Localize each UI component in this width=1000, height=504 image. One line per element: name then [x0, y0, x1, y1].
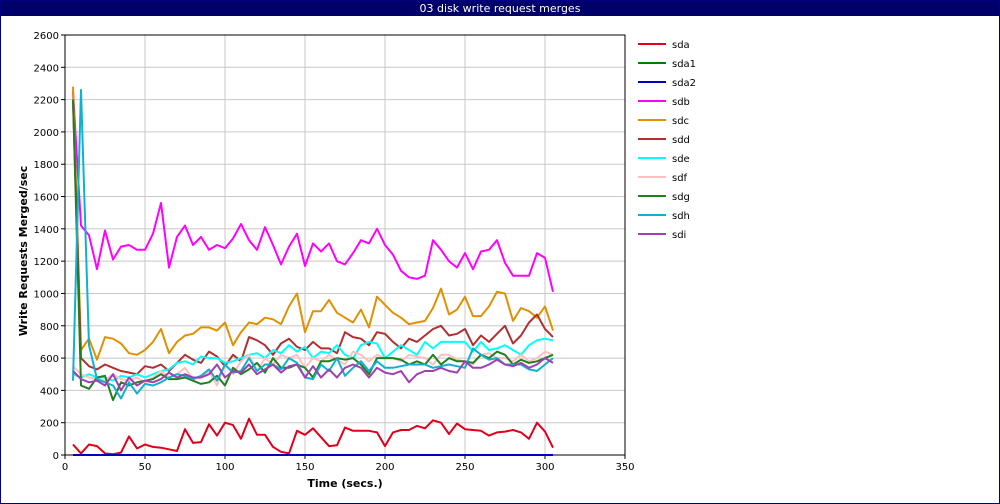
chart-canvas: 0200400600800100012001400160018002000220… [17, 31, 696, 490]
grid [64, 34, 626, 456]
legend-label-sdc: sdc [672, 116, 689, 127]
y-tick-label: 600 [40, 354, 59, 365]
y-tick-label: 200 [40, 419, 59, 430]
y-axis-label: Write Requests Merged/sec [17, 166, 30, 337]
series-line-sdh [72, 88, 554, 400]
series-line-sdb [72, 91, 554, 293]
legend-label-sda2: sda2 [672, 78, 696, 89]
y-tick-label: 2600 [34, 31, 59, 42]
x-tick-label: 0 [62, 462, 68, 473]
legend-label-sde: sde [672, 154, 690, 165]
y-tick-label: 0 [53, 451, 59, 462]
y-tick-label: 1600 [34, 193, 59, 204]
x-tick-label: 50 [139, 462, 152, 473]
x-tick-label: 300 [535, 462, 554, 473]
series-line-sdf [72, 350, 554, 387]
axes: 0200400600800100012001400160018002000220… [34, 31, 635, 473]
x-tick-label: 200 [375, 462, 394, 473]
series-line-sdi [72, 357, 554, 392]
series-line-sdc [72, 86, 554, 361]
legend-label-sdf: sdf [672, 173, 688, 184]
x-tick-label: 100 [215, 462, 234, 473]
legend-label-sda1: sda1 [672, 59, 696, 70]
y-tick-label: 1000 [34, 289, 59, 300]
y-tick-label: 800 [40, 322, 59, 333]
y-tick-label: 400 [40, 386, 59, 397]
y-tick-label: 1400 [34, 225, 59, 236]
series-line-sdd [72, 99, 554, 376]
y-tick-label: 2200 [34, 96, 59, 107]
series-lines [72, 86, 554, 456]
y-tick-label: 1800 [34, 160, 59, 171]
y-tick-label: 1200 [34, 257, 59, 268]
x-tick-label: 350 [615, 462, 634, 473]
legend-label-sdg: sdg [672, 192, 690, 203]
series-line-sda [72, 417, 554, 456]
legend-label-sda: sda [672, 40, 690, 51]
legend: sda sda1 sda2 sdb sdc sdd sde sdf sdg sdh sdi [638, 40, 696, 241]
x-axis-label: Time (secs.) [307, 477, 382, 490]
y-tick-label: 2000 [34, 128, 59, 139]
plot-area [65, 35, 625, 455]
x-tick-label: 150 [295, 462, 314, 473]
legend-label-sdh: sdh [672, 211, 690, 222]
x-tick-label: 250 [455, 462, 474, 473]
legend-label-sdi: sdi [672, 230, 686, 241]
legend-label-sdb: sdb [672, 97, 690, 108]
chart-title: 03 disk write request merges [1, 1, 999, 16]
legend-label-sdd: sdd [672, 135, 690, 146]
y-tick-label: 2400 [34, 63, 59, 74]
